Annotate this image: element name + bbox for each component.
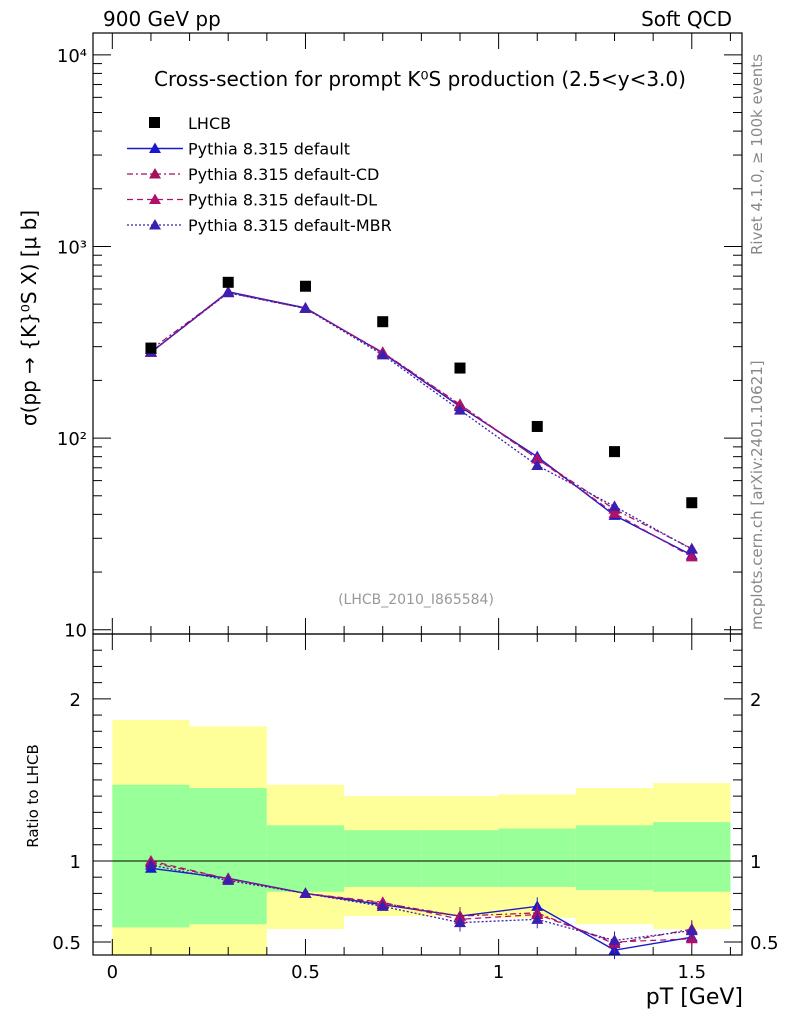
series-marker [299,302,312,313]
ratio-marker [144,859,157,870]
ratio-marker [299,887,312,898]
header-left: 900 GeV pp [103,7,221,31]
y-tick-label-right: 2 [750,690,761,711]
header-right: Soft QCD [641,7,732,31]
series-marker [376,348,389,360]
y-tick-label-right: 0.5 [750,933,779,954]
inner-band [344,830,422,887]
x-axis-label: pT [GeV] [646,985,743,1010]
y-tick-label: 1 [70,852,81,873]
legend: LHCB Pythia 8.315 default Pythia 8.315 def… [127,114,392,235]
legend-entry: Pythia 8.315 default-MBR [188,216,392,235]
y-tick-label: 10³ [57,237,87,258]
data-point [609,446,621,458]
rivet-label: Rivet 4.1.0, ≥ 100k events [748,54,766,255]
inner-band [575,825,654,891]
series-marker [608,500,621,511]
legend-entry: LHCB [188,114,231,133]
legend-entry: Pythia 8.315 default-DL [188,191,377,210]
series-marker [453,404,466,415]
y-tick-label: 2 [70,690,81,711]
legend-entry: Pythia 8.315 default [188,140,350,159]
lower-plot: 0 0.5 1 1.5 0.5 0.5 1 1 2 2 [52,633,779,983]
data-point [222,276,234,288]
series-marker [531,452,544,464]
ratio-marker [531,913,544,924]
ratio-marker [376,900,389,911]
ratio-marker [222,874,235,885]
series-line [150,292,693,550]
analysis-tag: (LHCB_2010_I865584) [338,592,494,608]
x-tick-label: 0 [107,962,118,983]
series-marker [222,286,235,298]
inner-band [421,830,499,887]
series-marker [531,459,544,470]
legend-marker [149,193,161,204]
upper-ylabel: σ(pp → {K}⁰S X) [μ b] [17,210,41,426]
legend-marker [149,142,161,153]
inner-band [189,788,267,925]
legend-marker [149,168,161,179]
ratio-line [150,860,692,943]
inner-band [498,828,576,887]
y-tick-label-right: 1 [750,852,761,873]
data-point [377,316,389,328]
data-point [686,497,698,509]
lower-frame [92,633,743,956]
ratio-marker [608,934,621,945]
y-tick-label: 10² [57,429,87,450]
legend-marker-data [149,117,160,128]
y-tick-label: 10⁴ [57,46,87,67]
inner-band [266,825,345,892]
x-tick-label: 0.5 [291,962,320,983]
inner-band [653,822,731,892]
x-tick-label: 1.5 [677,962,706,983]
y-tick-label: 10 [64,621,87,642]
ratio-marker [685,924,698,936]
data-point [145,342,157,354]
series-marker [685,543,698,554]
data-point [531,420,543,432]
x-tick-label: 1 [493,962,504,983]
series-marker [685,550,698,562]
legend-marker [149,219,161,230]
series-line [150,291,693,556]
chart-title: Cross-section for prompt K⁰S production … [154,67,686,91]
data-point [454,362,466,374]
lower-ylabel: Ratio to LHCB [24,744,42,848]
y-tick-label: 0.5 [52,933,81,954]
upper-plot: 10 10² 10³ 10⁴ [57,32,743,642]
data-point [299,280,311,292]
series-line [150,291,693,558]
series-marker [608,507,621,518]
legend-entry: Pythia 8.315 default-CD [188,165,379,184]
source-label: mcplots.cern.ch [arXiv:2401.10621] [748,360,766,630]
ratio-marker [453,916,466,928]
